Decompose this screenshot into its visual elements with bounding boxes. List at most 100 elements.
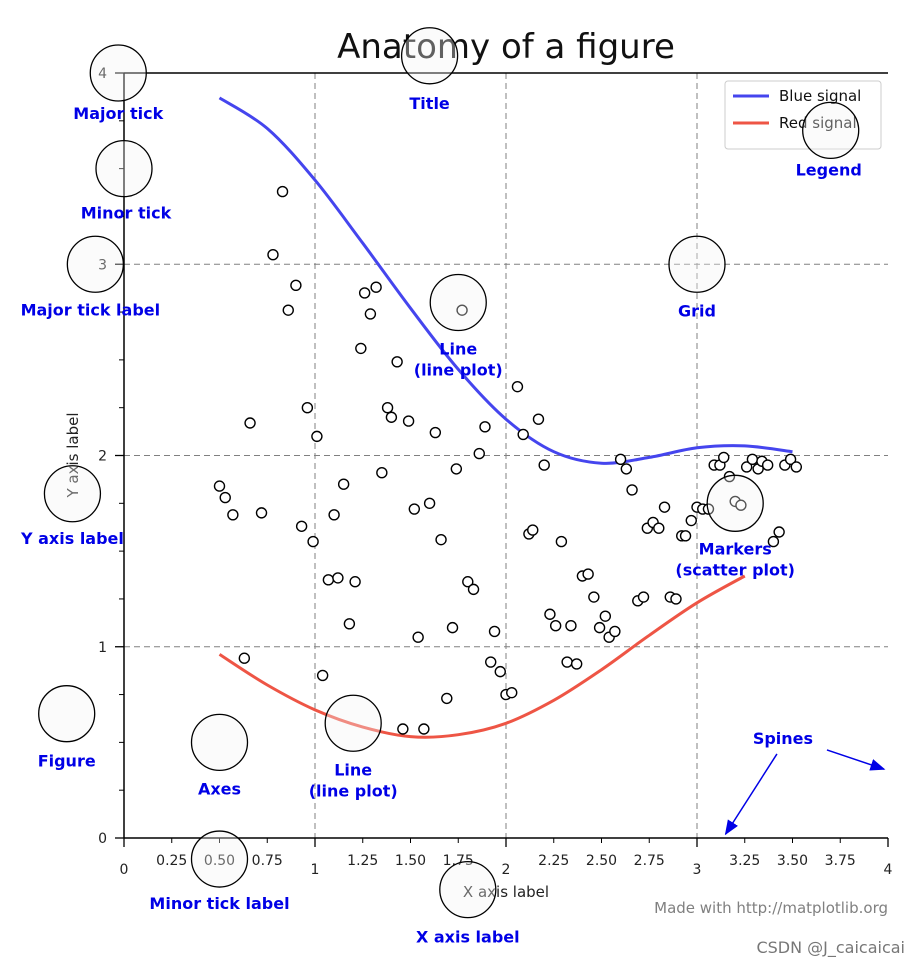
scatter-point <box>544 608 556 620</box>
scatter-point <box>511 380 524 393</box>
scatter-point <box>637 591 650 603</box>
annotation-label-line: Major tick label <box>21 300 161 319</box>
scatter-point <box>609 625 621 638</box>
annotation-layer: Major tick Minor tick Major tick label Y ax… <box>20 27 886 947</box>
scatter-point <box>397 723 409 735</box>
blue-signal-line <box>218 96 793 465</box>
annotation-label-line: Minor tick label <box>149 894 289 913</box>
annotation-label: X axis label <box>416 928 520 947</box>
scatter-point <box>227 509 239 521</box>
scatter-point <box>479 421 491 433</box>
scatter-point <box>213 480 226 492</box>
annotation-circle <box>706 474 764 532</box>
annotation-circle <box>439 860 497 919</box>
x-major-tick-label: 2 <box>502 862 511 878</box>
spines-arrow-bottom <box>724 753 778 836</box>
scatter-point <box>527 524 539 536</box>
annotation-label-line: Major tick <box>73 104 163 123</box>
x-minor-tick-label: 2.75 <box>634 853 665 869</box>
scatter-point <box>311 430 323 443</box>
scatter-point <box>307 535 319 548</box>
scatter-point <box>702 503 715 515</box>
y-major-tick-label: 4 <box>98 66 107 82</box>
y-axis-label: Y axis label <box>64 412 82 498</box>
annotation-label-line: Line <box>334 760 372 779</box>
annotation-circle <box>668 235 726 293</box>
annotation-label: Minor tick <box>81 204 172 223</box>
annotation-label-line: Axes <box>198 779 241 798</box>
scatter-point <box>423 497 436 510</box>
annotation-label: Minor tick label <box>149 894 289 913</box>
scatter-point <box>773 526 785 538</box>
annotation-circle <box>324 694 382 752</box>
x-minor-tick-label: 0.50 <box>204 853 235 869</box>
annotation-label: Markers (scatter plot) <box>675 539 795 579</box>
x-minor-tick-label: 3.75 <box>825 853 856 869</box>
legend-entry: Blue signal <box>779 87 861 105</box>
scatter-point <box>517 428 529 441</box>
scatter-point <box>653 522 665 534</box>
scatter-point <box>408 503 421 515</box>
scatter-point <box>485 656 497 668</box>
scatter-point <box>718 451 730 464</box>
scatter-point <box>450 463 463 475</box>
scatter-point <box>570 658 583 670</box>
scatter-point <box>462 576 474 588</box>
footer-text: Made with http://matplotlib.org <box>654 899 888 917</box>
scatter-point <box>391 356 403 368</box>
scatter-point <box>328 509 340 521</box>
annotation-label: Line (line plot) <box>309 760 398 800</box>
scatter-point <box>381 401 394 414</box>
scatter-point <box>746 453 759 466</box>
scatter-point <box>295 520 308 532</box>
annotation-label: Major tick <box>73 104 163 123</box>
scatter-point <box>494 665 506 678</box>
scatter-point <box>561 656 573 668</box>
scatter-point <box>276 185 289 198</box>
x-minor-tick-label: 1.50 <box>395 853 426 869</box>
scatter-point <box>244 417 256 429</box>
annotation-circle <box>400 27 459 85</box>
scatter-point <box>506 686 518 699</box>
scatter-point <box>538 459 550 471</box>
scatter-point <box>723 470 736 483</box>
annotation-label-line: Markers <box>699 539 772 558</box>
annotation-label-line: (scatter plot) <box>675 560 795 579</box>
scatter-point <box>402 415 415 427</box>
annotation-label-line: Grid <box>678 301 716 320</box>
annotation-label: Axes <box>198 779 241 798</box>
spines-arrow-right <box>826 749 886 771</box>
scatter-point <box>219 491 231 504</box>
scatter-point <box>343 618 356 630</box>
scatter-point <box>376 467 388 479</box>
scatter-point <box>784 453 797 466</box>
grid <box>124 73 888 838</box>
scatter-point <box>441 692 453 705</box>
scatter-point <box>620 463 633 475</box>
scatter-point <box>418 723 430 735</box>
scatter-point <box>565 620 577 632</box>
annotation-label-line: Line <box>439 340 477 359</box>
scatter-point <box>290 279 302 291</box>
axes-layer: 0 1 2 3 4 0.25 0.50 0.75 1.25 1.50 1.75 2.25 2.50 2.7… <box>98 66 892 878</box>
annotation-label-line: Spines <box>753 729 813 748</box>
scatter-point <box>735 499 747 511</box>
scatter-point <box>446 621 459 634</box>
scatter-point <box>593 621 606 634</box>
scatter-point <box>282 304 294 316</box>
y-major-tick-label: 0 <box>98 831 107 847</box>
scatter-point <box>337 478 350 490</box>
scatter-point <box>301 401 314 414</box>
annotation-circle <box>66 235 124 293</box>
scatter-point <box>364 308 377 320</box>
x-minor-tick-label: 1.75 <box>443 853 474 869</box>
scatter-point <box>740 461 753 473</box>
scatter-point <box>670 593 682 605</box>
scatter-point <box>658 501 671 513</box>
x-minor-tick-label: 1.25 <box>347 853 378 869</box>
scatter-point <box>412 631 424 643</box>
annotation-circle <box>190 713 249 772</box>
annotation-label: Figure <box>38 752 96 771</box>
